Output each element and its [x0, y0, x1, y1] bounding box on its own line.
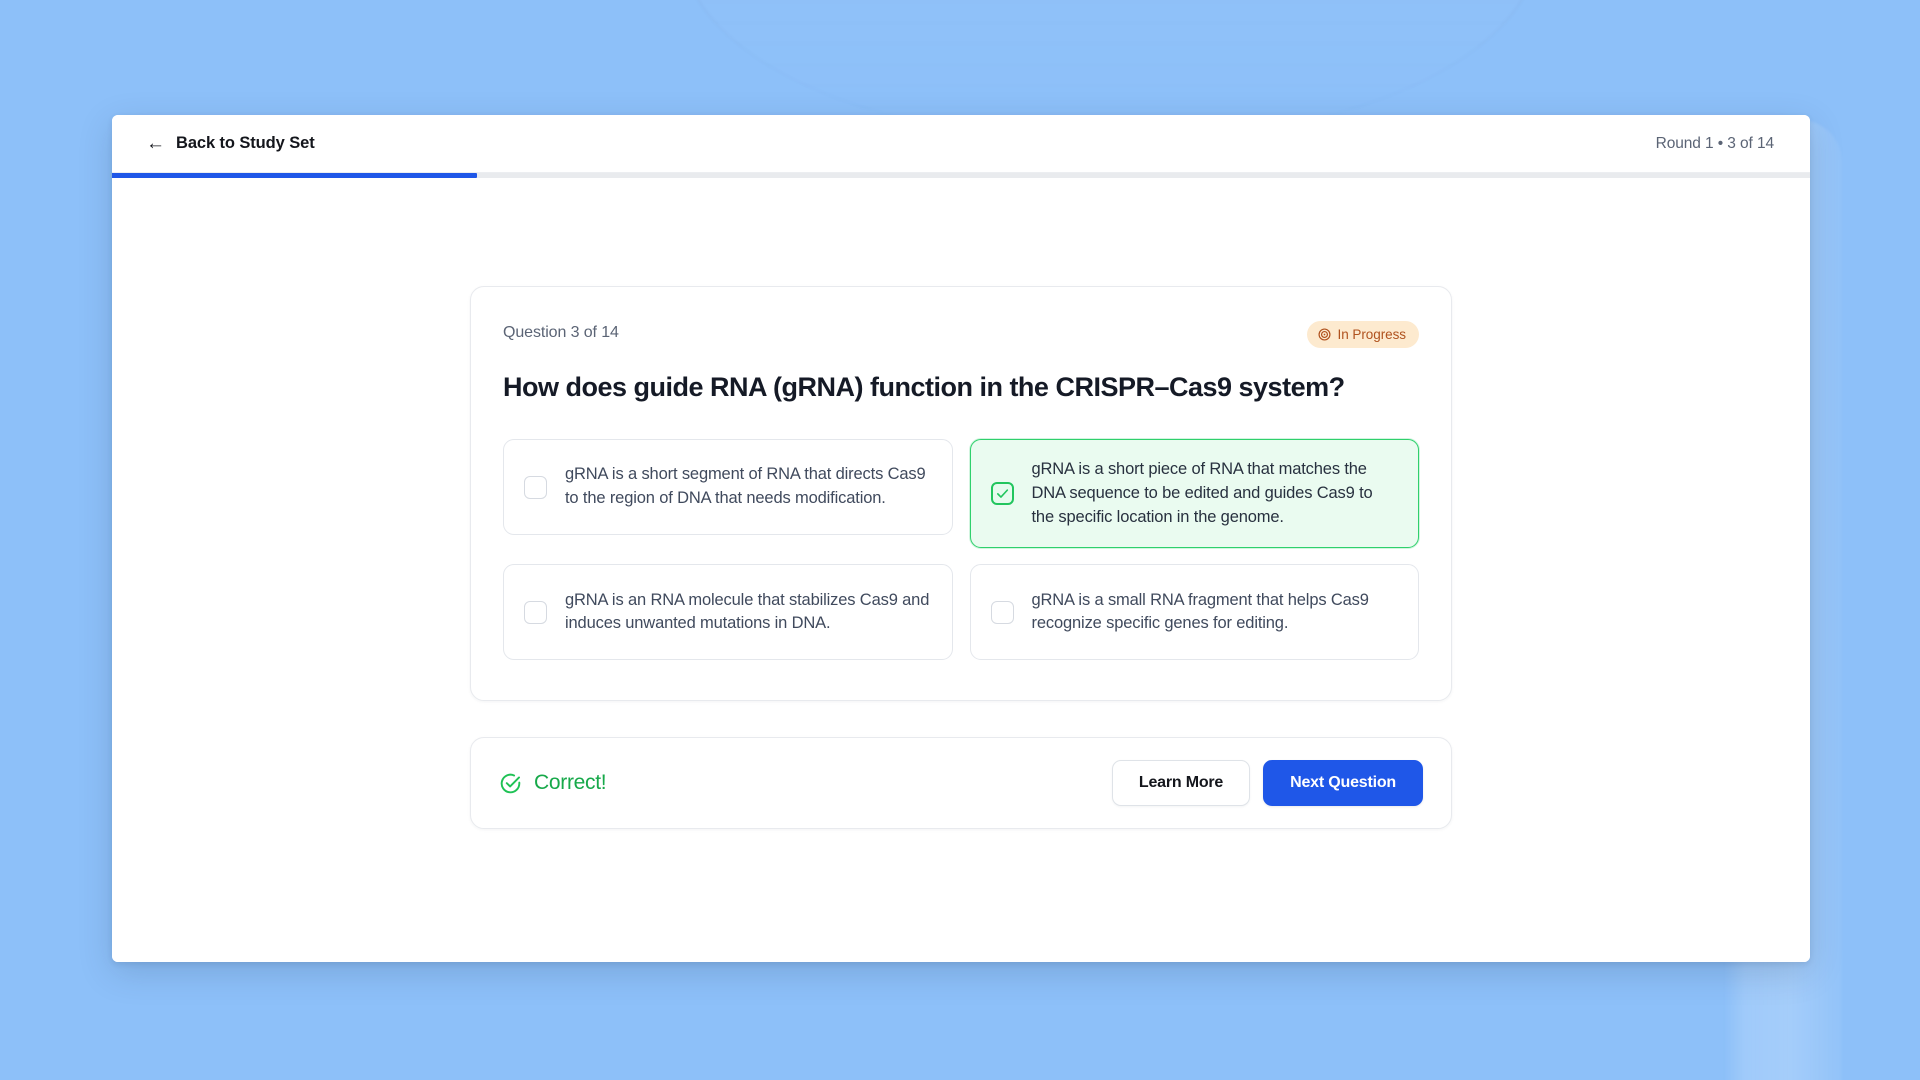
window-body: Question 3 of 14 In Progress How does gu [112, 178, 1810, 962]
question-card-header: Question 3 of 14 In Progress [503, 321, 1419, 348]
feedback-bar: Correct! Learn More Next Question [470, 737, 1452, 830]
answer-option-4[interactable]: gRNA is a small RNA fragment that helps … [969, 564, 1419, 661]
round-progress-text: Round 1 • 3 of 14 [1655, 134, 1774, 152]
feedback-status: Correct! [499, 771, 607, 795]
app-window: ← Back to Study Set Round 1 • 3 of 14 Qu… [112, 115, 1810, 962]
answer-option-1[interactable]: gRNA is a short segment of RNA that dire… [503, 439, 953, 536]
arrow-left-icon: ← [146, 132, 165, 154]
answer-option-label: gRNA is a short piece of RNA that matche… [1031, 460, 1373, 526]
answer-option-2[interactable]: gRNA is a short piece of RNA that matche… [969, 439, 1419, 549]
answer-checkbox-unchecked[interactable] [990, 600, 1014, 624]
learn-more-button[interactable]: Learn More [1111, 760, 1251, 807]
answer-checkbox-unchecked[interactable] [524, 475, 547, 499]
window-header: ← Back to Study Set Round 1 • 3 of 14 [112, 115, 1810, 173]
question-card: Question 3 of 14 In Progress How does gu [470, 286, 1452, 702]
progress-bar-fill [112, 173, 478, 178]
progress-bar-track [112, 173, 1810, 178]
question-title: How does guide RNA (gRNA) function in th… [503, 372, 1345, 402]
back-to-study-set-button[interactable]: ← Back to Study Set [144, 130, 317, 157]
status-badge-label: In Progress [1337, 327, 1407, 342]
answer-checkbox-checked[interactable] [990, 482, 1014, 506]
answer-option-label: gRNA is an RNA molecule that stabilizes … [565, 590, 930, 633]
feedback-actions: Learn More Next Question [1111, 760, 1423, 807]
answer-option-label: gRNA is a small RNA fragment that helps … [1031, 590, 1369, 633]
feedback-text: Correct! [534, 771, 607, 795]
circle-check-icon [499, 772, 522, 795]
status-badge: In Progress [1306, 321, 1419, 348]
answer-options-grid: gRNA is a short segment of RNA that dire… [503, 439, 1419, 661]
question-counter: Question 3 of 14 [503, 324, 619, 341]
answer-option-label: gRNA is a short segment of RNA that dire… [565, 465, 926, 508]
content-column: Question 3 of 14 In Progress How does gu [470, 286, 1452, 830]
back-to-study-set-label: Back to Study Set [176, 134, 315, 152]
target-icon [1318, 328, 1331, 341]
check-icon [996, 489, 1008, 499]
answer-checkbox-unchecked[interactable] [524, 600, 547, 624]
answer-option-3[interactable]: gRNA is an RNA molecule that stabilizes … [503, 564, 953, 661]
next-question-button[interactable]: Next Question [1263, 760, 1423, 807]
